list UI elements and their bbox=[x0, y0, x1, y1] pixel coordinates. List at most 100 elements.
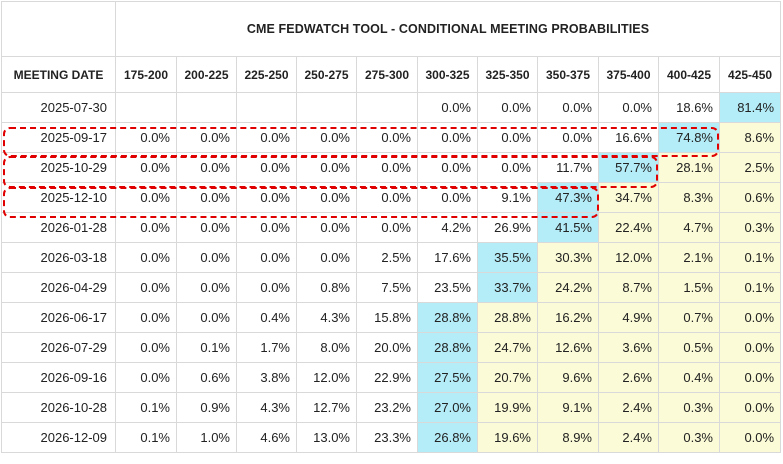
probability-cell: 0.4% bbox=[658, 362, 720, 393]
table-row: 2025-07-30 0.0% 0.0% 0.0% 0.0% 18.6% 81.4% bbox=[1, 92, 782, 123]
probability-cell: 13.0% bbox=[296, 422, 357, 453]
probability-cell: 0.0% bbox=[356, 212, 418, 243]
range-header-275-300: 275-300 bbox=[356, 56, 418, 93]
probability-cell: 30.3% bbox=[537, 242, 599, 273]
probability-cell: 24.7% bbox=[477, 332, 538, 363]
probability-cell: 8.0% bbox=[296, 332, 357, 363]
probability-cell: 0.1% bbox=[176, 332, 237, 363]
probability-cell: 0.8% bbox=[296, 272, 357, 303]
meeting-date-cell: 2026-06-17 bbox=[1, 302, 116, 333]
probability-cell: 0.0% bbox=[236, 212, 297, 243]
probability-cell: 0.0% bbox=[356, 182, 418, 213]
probability-cell: 23.5% bbox=[417, 272, 478, 303]
corner-cell bbox=[1, 1, 116, 57]
probability-cell: 0.0% bbox=[236, 152, 297, 183]
probability-cell: 20.0% bbox=[356, 332, 418, 363]
probability-cell: 12.0% bbox=[296, 362, 357, 393]
probability-cell: 0.0% bbox=[115, 362, 177, 393]
probability-cell: 0.0% bbox=[537, 92, 599, 123]
probability-cell: 19.6% bbox=[477, 422, 538, 453]
table-row: 2026-04-29 0.0% 0.0% 0.0% 0.8% 7.5% 23.5% 33.7%… bbox=[1, 272, 782, 303]
probability-cell: 9.1% bbox=[477, 182, 538, 213]
probability-cell: 0.0% bbox=[718, 422, 782, 453]
probability-cell: 0.0% bbox=[537, 122, 599, 153]
probability-cell: 0.0% bbox=[417, 152, 478, 183]
table-row: 2026-12-09 0.1% 1.0% 4.6% 13.0% 23.3% 26.8% 19.… bbox=[1, 422, 782, 453]
probability-cell: 0.6% bbox=[718, 182, 782, 213]
probability-cell: 0.0% bbox=[417, 92, 478, 123]
probability-cell: 0.0% bbox=[236, 122, 297, 153]
probability-cell: 3.8% bbox=[236, 362, 297, 393]
probability-cell: 22.9% bbox=[356, 362, 418, 393]
table-row: 2026-06-17 0.0% 0.0% 0.4% 4.3% 15.8% 28.8% 28.8… bbox=[1, 302, 782, 333]
probability-cell: 0.0% bbox=[176, 242, 237, 273]
probability-cell: 74.8% bbox=[658, 122, 720, 153]
probability-cell: 0.1% bbox=[718, 242, 782, 273]
probability-cell: 4.7% bbox=[658, 212, 720, 243]
probability-cell: 27.5% bbox=[417, 362, 478, 393]
probability-cell: 0.0% bbox=[115, 272, 177, 303]
probability-cell: 0.0% bbox=[356, 122, 418, 153]
probability-cell bbox=[296, 92, 357, 123]
probability-cell: 0.0% bbox=[176, 122, 237, 153]
probability-cell: 22.4% bbox=[598, 212, 659, 243]
range-header-325-350: 325-350 bbox=[477, 56, 538, 93]
probability-cell: 4.3% bbox=[296, 302, 357, 333]
probability-cell: 0.0% bbox=[296, 152, 357, 183]
probability-cell: 0.0% bbox=[115, 122, 177, 153]
probability-cell: 33.7% bbox=[477, 272, 538, 303]
probability-cell: 0.1% bbox=[718, 272, 782, 303]
probability-cell: 0.3% bbox=[718, 212, 782, 243]
probability-cell: 28.8% bbox=[417, 302, 478, 333]
probability-cell: 4.3% bbox=[236, 392, 297, 423]
probability-cell: 0.0% bbox=[115, 212, 177, 243]
meeting-date-cell: 2026-10-28 bbox=[1, 392, 116, 423]
range-header-375-400: 375-400 bbox=[598, 56, 659, 93]
range-header-225-250: 225-250 bbox=[236, 56, 297, 93]
probability-cell: 9.6% bbox=[537, 362, 599, 393]
probability-cell: 28.1% bbox=[658, 152, 720, 183]
table-row: 2026-03-18 0.0% 0.0% 0.0% 0.0% 2.5% 17.6% 35.5%… bbox=[1, 242, 782, 273]
probability-cell: 47.3% bbox=[537, 182, 599, 213]
probability-cell: 16.2% bbox=[537, 302, 599, 333]
probability-cell: 0.1% bbox=[115, 422, 177, 453]
probability-cell: 0.0% bbox=[115, 182, 177, 213]
probability-cell: 0.7% bbox=[658, 302, 720, 333]
probability-cell: 2.5% bbox=[356, 242, 418, 273]
probability-cell: 2.4% bbox=[598, 422, 659, 453]
probability-cell: 1.5% bbox=[658, 272, 720, 303]
probability-cell bbox=[176, 92, 237, 123]
range-header-400-425: 400-425 bbox=[658, 56, 720, 93]
probability-cell: 2.1% bbox=[658, 242, 720, 273]
meeting-date-cell: 2025-07-30 bbox=[1, 92, 116, 123]
probability-cell: 0.0% bbox=[236, 242, 297, 273]
probability-cell: 0.0% bbox=[176, 302, 237, 333]
range-header-425-450: 425-450 bbox=[718, 56, 782, 93]
probability-cell: 0.0% bbox=[296, 212, 357, 243]
probability-cell: 28.8% bbox=[417, 332, 478, 363]
probability-cell: 15.8% bbox=[356, 302, 418, 333]
probability-cell: 7.5% bbox=[356, 272, 418, 303]
probability-cell: 12.7% bbox=[296, 392, 357, 423]
probability-cell: 26.9% bbox=[477, 212, 538, 243]
probability-cell: 12.0% bbox=[598, 242, 659, 273]
probability-cell: 0.0% bbox=[417, 182, 478, 213]
probability-cell: 2.6% bbox=[598, 362, 659, 393]
probability-cell: 0.0% bbox=[477, 122, 538, 153]
probability-cell: 4.9% bbox=[598, 302, 659, 333]
table-row: 2025-10-29 0.0% 0.0% 0.0% 0.0% 0.0% 0.0% 0.0% 11… bbox=[1, 152, 782, 183]
probability-cell: 0.0% bbox=[115, 152, 177, 183]
probability-cell: 28.8% bbox=[477, 302, 538, 333]
probability-cell: 23.3% bbox=[356, 422, 418, 453]
meeting-date-cell: 2025-09-17 bbox=[1, 122, 116, 153]
probability-cell: 23.2% bbox=[356, 392, 418, 423]
probability-cell: 35.5% bbox=[477, 242, 538, 273]
probability-cell: 2.5% bbox=[718, 152, 782, 183]
probability-cell: 16.6% bbox=[598, 122, 659, 153]
probability-cell: 18.6% bbox=[658, 92, 720, 123]
probability-cell: 2.4% bbox=[598, 392, 659, 423]
probability-cell: 0.0% bbox=[477, 92, 538, 123]
meeting-date-cell: 2025-10-29 bbox=[1, 152, 116, 183]
range-header-350-375: 350-375 bbox=[537, 56, 599, 93]
probability-cell: 26.8% bbox=[417, 422, 478, 453]
